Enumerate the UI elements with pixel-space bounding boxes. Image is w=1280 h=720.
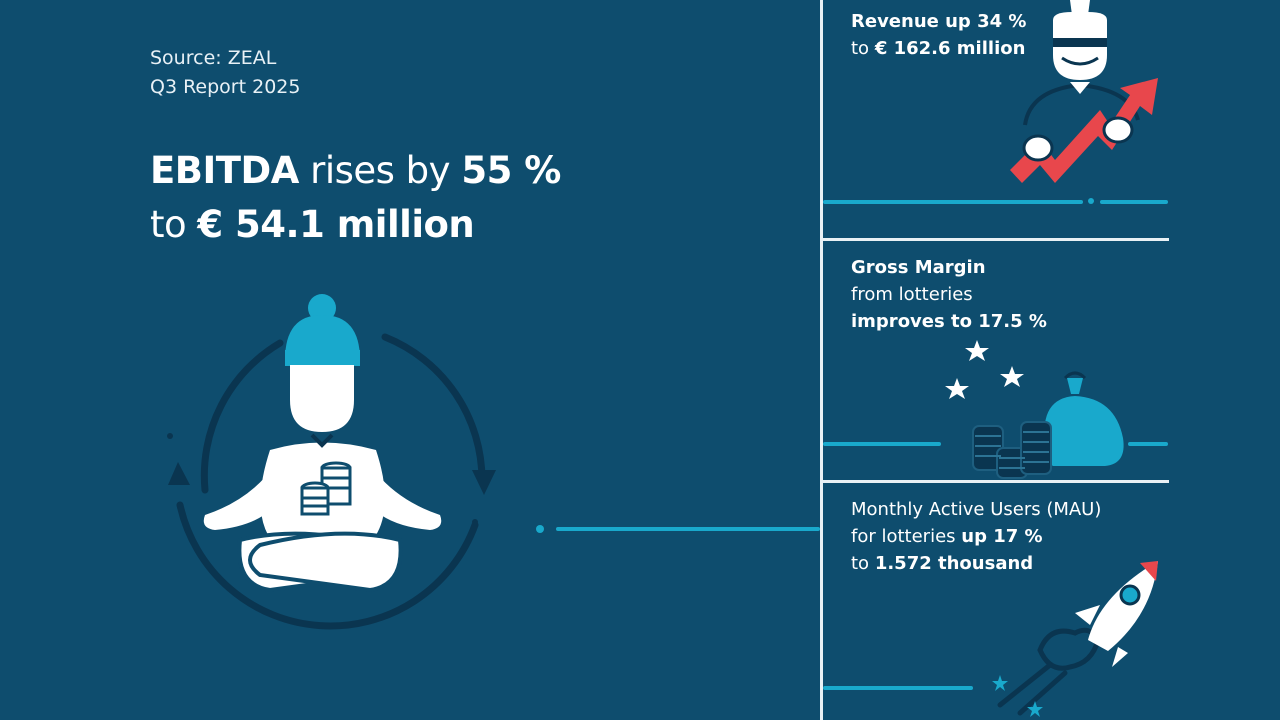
margin-panel-text: Gross Margin from lotteries improves to …	[851, 254, 1047, 335]
report-line: Q3 Report 2025	[150, 76, 301, 98]
mau-headline: Monthly Active Users (MAU)	[851, 499, 1102, 520]
panel-divider-2	[823, 480, 1169, 483]
mau-growth: up 17 %	[961, 526, 1043, 547]
revenue-line	[823, 200, 1083, 204]
margin-subline: from lotteries	[851, 284, 973, 305]
headline: EBITDA rises by 55 % to € 54.1 million	[150, 144, 561, 252]
vertical-divider	[820, 0, 823, 720]
margin-value: improves to 17.5 %	[851, 311, 1047, 332]
connector-line	[556, 527, 820, 531]
money-bag-with-coins-icon	[945, 340, 1124, 479]
person-with-rising-arrow-icon	[1010, 0, 1158, 183]
mau-to: to	[851, 553, 870, 574]
source-label: Source: ZEAL Q3 Report 2025	[150, 44, 300, 102]
revenue-headline: Revenue up 34 %	[851, 11, 1027, 32]
mau-for-lotteries: for lotteries	[851, 526, 956, 547]
meditating-person-icon	[167, 294, 496, 630]
revenue-dot	[1088, 198, 1094, 204]
connector-dot	[536, 525, 544, 533]
headline-amount: € 54.1 million	[197, 203, 475, 246]
source-line: Source: ZEAL	[150, 47, 277, 69]
margin-headline: Gross Margin	[851, 257, 986, 278]
headline-line-1: EBITDA rises by 55 %	[150, 144, 561, 198]
revenue-line-end	[1100, 200, 1168, 204]
headline-verb: rises by	[310, 149, 451, 192]
headline-percent: 55 %	[461, 149, 561, 192]
headline-metric: EBITDA	[150, 149, 299, 192]
revenue-panel-text: Revenue up 34 % to € 162.6 million	[851, 8, 1026, 62]
headline-line-2: to € 54.1 million	[150, 198, 561, 252]
rocket-icon	[992, 561, 1158, 717]
revenue-to: to	[851, 38, 870, 59]
mau-value: 1.572 thousand	[874, 553, 1034, 574]
margin-line-end	[1128, 442, 1168, 446]
revenue-amount: € 162.6 million	[874, 38, 1026, 59]
headline-to: to	[150, 203, 187, 246]
margin-line	[823, 442, 941, 446]
mau-panel-text: Monthly Active Users (MAU) for lotteries…	[851, 496, 1101, 577]
mau-line	[823, 686, 973, 690]
panel-divider-1	[823, 238, 1169, 241]
